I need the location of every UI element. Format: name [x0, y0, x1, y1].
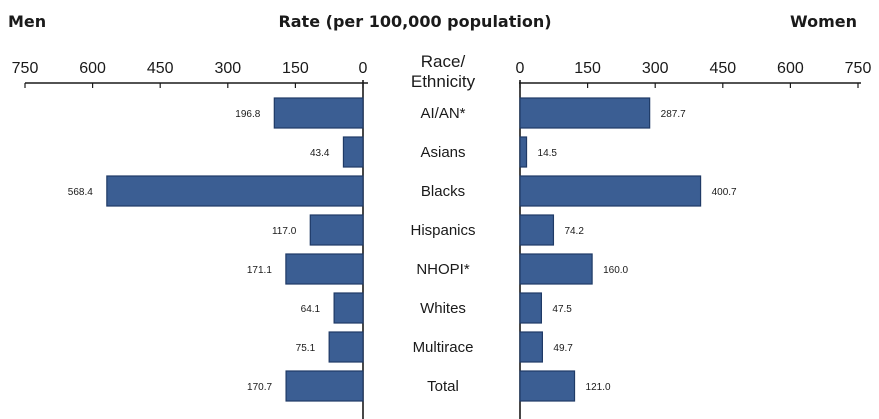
women-bar: [519, 331, 543, 363]
right-tick-group: 0 150 300 450 600 750: [516, 60, 872, 88]
women-value-label: 49.7: [553, 343, 573, 354]
right-tick-label: 750: [845, 60, 872, 77]
left-tick-label: 300: [214, 60, 241, 77]
women-value-label: 14.5: [538, 148, 558, 159]
category-header-line1: Race/: [421, 52, 466, 71]
women-value-label: 121.0: [586, 382, 611, 393]
category-label: Multirace: [413, 339, 474, 356]
left-tick-group: 750 600 450 300 150 0: [12, 60, 368, 88]
men-bar: [285, 253, 364, 285]
right-tick-label: 0: [516, 60, 525, 77]
women-value-label: 74.2: [564, 226, 584, 237]
women-value-label: 47.5: [552, 304, 572, 315]
men-value-label: 196.8: [235, 109, 260, 120]
category-header-line2: Ethnicity: [411, 72, 476, 91]
men-bar: [342, 136, 364, 168]
men-bar: [273, 97, 364, 129]
left-tick-label: 150: [282, 60, 309, 77]
bars-group: AI/AN* 196.8 287.7 Asians 43.4 14.5 Blacks 568.…: [68, 97, 737, 402]
women-bar: [519, 136, 528, 168]
women-value-label: 400.7: [712, 187, 737, 198]
left-tick-label: 0: [359, 60, 368, 77]
men-header: Men: [8, 12, 46, 31]
women-bar: [519, 370, 576, 402]
men-value-label: 170.7: [247, 382, 272, 393]
category-label: NHOPI*: [416, 261, 470, 278]
men-bar: [106, 175, 364, 207]
category-label: Asians: [420, 144, 465, 161]
women-value-label: 160.0: [603, 265, 628, 276]
men-value-label: 568.4: [68, 187, 93, 198]
men-bar: [328, 331, 364, 363]
women-bar: [519, 175, 702, 207]
category-label: Whites: [420, 300, 466, 317]
left-tick-label: 450: [147, 60, 174, 77]
women-bar: [519, 214, 555, 246]
category-label: Total: [427, 378, 459, 395]
right-tick-label: 450: [709, 60, 736, 77]
women-bar: [519, 292, 543, 324]
men-value-label: 64.1: [301, 304, 321, 315]
right-tick-label: 150: [574, 60, 601, 77]
women-bar: [519, 97, 651, 129]
right-tick-label: 300: [642, 60, 669, 77]
men-bar: [285, 370, 364, 402]
category-label: Blacks: [421, 183, 465, 200]
chart-title: Rate (per 100,000 population): [278, 12, 551, 31]
men-bar: [309, 214, 364, 246]
men-value-label: 75.1: [296, 343, 316, 354]
men-value-label: 43.4: [310, 148, 330, 159]
left-tick-label: 600: [79, 60, 106, 77]
women-header: Women: [790, 12, 857, 31]
left-tick-label: 750: [12, 60, 39, 77]
men-value-label: 117.0: [272, 226, 297, 237]
women-value-label: 287.7: [661, 109, 686, 120]
category-label: AI/AN*: [420, 105, 465, 122]
category-label: Hispanics: [410, 222, 475, 239]
men-value-label: 171.1: [247, 265, 272, 276]
men-bar: [333, 292, 364, 324]
women-bar: [519, 253, 593, 285]
right-tick-label: 600: [777, 60, 804, 77]
